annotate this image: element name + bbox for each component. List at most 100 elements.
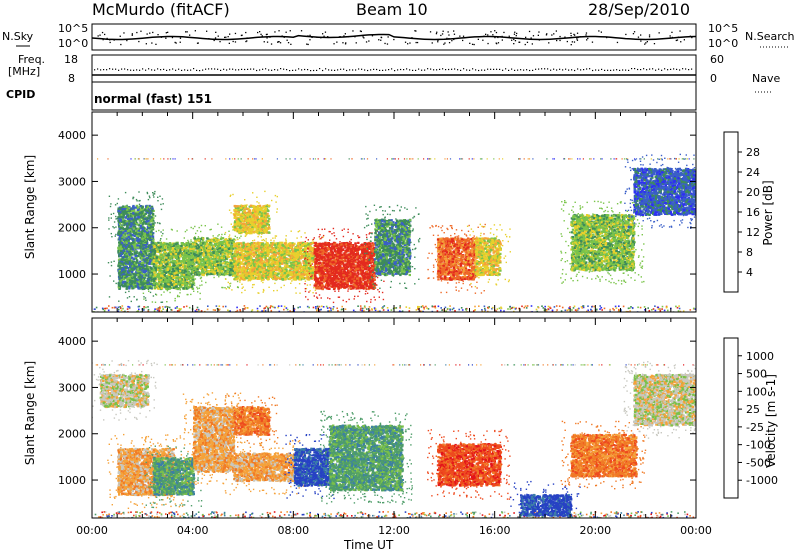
nave-point xyxy=(436,69,438,71)
echo-cell xyxy=(178,295,180,298)
echo-cell xyxy=(170,228,173,231)
echo-cell xyxy=(149,196,151,199)
echo-cell xyxy=(121,251,124,254)
echo-cell xyxy=(166,262,169,265)
echo-cell xyxy=(569,306,571,308)
echo-cell xyxy=(118,300,120,302)
echo-cell xyxy=(169,245,172,248)
echo-cell xyxy=(198,237,200,240)
nsearch-point xyxy=(485,33,487,35)
nave-point xyxy=(340,68,342,70)
echo-cell xyxy=(658,308,661,310)
echo-cell xyxy=(151,251,153,253)
echo-cell xyxy=(147,198,150,201)
echo-cell xyxy=(132,232,134,234)
echo-cell xyxy=(160,274,163,277)
echo-cell xyxy=(461,309,464,311)
nsearch-point xyxy=(516,32,518,35)
echo-cell xyxy=(148,227,150,230)
echo-cell xyxy=(155,283,157,285)
nsearch-point xyxy=(586,39,588,41)
echo-cell xyxy=(138,275,141,278)
echo-cell xyxy=(560,310,563,312)
echo-cell xyxy=(145,228,148,231)
echo-cell xyxy=(643,158,645,160)
echo-cell xyxy=(218,267,220,270)
echo-cell xyxy=(152,228,154,231)
echo-cell xyxy=(120,243,122,246)
nave-point xyxy=(208,68,210,70)
echo-cell xyxy=(666,306,668,308)
echo-cell xyxy=(143,280,146,283)
nave-point xyxy=(415,69,417,71)
echo-cell xyxy=(227,250,229,252)
echo-cell xyxy=(265,305,268,308)
echo-cell xyxy=(136,283,139,286)
echo-cell xyxy=(415,309,418,311)
echo-cell xyxy=(172,244,176,247)
echo-cell xyxy=(183,261,186,264)
echo-cell xyxy=(613,309,615,311)
echo-cell xyxy=(273,306,275,309)
echo-cell xyxy=(207,239,210,242)
echo-cell xyxy=(261,310,263,312)
echo-cell xyxy=(555,305,558,307)
echo-cell xyxy=(536,310,539,312)
nave-point xyxy=(325,68,327,70)
echo-cell xyxy=(167,253,170,256)
echo-cell xyxy=(203,257,206,260)
echo-cell xyxy=(661,308,663,310)
echo-cell xyxy=(129,264,132,267)
echo-cell xyxy=(121,208,124,211)
echo-cell xyxy=(112,212,115,215)
echo-cell xyxy=(362,307,364,310)
nsearch-point xyxy=(671,31,673,33)
echo-cell xyxy=(139,271,142,274)
echo-cell xyxy=(117,282,120,285)
echo-cell xyxy=(137,272,140,275)
echo-cell xyxy=(212,271,215,274)
echo-cell xyxy=(481,310,483,312)
echo-cell xyxy=(170,308,172,311)
nsearch-point xyxy=(287,42,290,44)
echo-cell xyxy=(190,249,194,252)
echo-cell xyxy=(128,261,131,264)
echo-cell xyxy=(210,244,213,247)
nave-point xyxy=(235,69,237,71)
echo-cell xyxy=(169,266,172,269)
echo-cell xyxy=(161,235,163,237)
echo-cell xyxy=(160,269,163,272)
nsearch-point xyxy=(515,35,517,37)
echo-cell xyxy=(128,237,132,240)
echo-cell xyxy=(179,280,182,283)
echo-cell xyxy=(217,235,219,237)
echo-cell xyxy=(269,307,271,309)
nsearch-point xyxy=(691,36,693,39)
echo-cell xyxy=(138,242,142,245)
echo-cell xyxy=(156,309,159,312)
nsearch-point xyxy=(545,34,548,36)
echo-cell xyxy=(154,256,157,259)
echo-cell xyxy=(148,249,151,253)
echo-cell xyxy=(154,308,156,310)
echo-cell xyxy=(130,279,133,283)
echo-cell xyxy=(186,255,189,258)
echo-cell xyxy=(120,234,123,237)
echo-cell xyxy=(601,158,603,160)
echo-cell xyxy=(159,222,161,225)
echo-cell xyxy=(163,158,165,160)
echo-cell xyxy=(316,309,318,312)
echo-cell xyxy=(515,307,517,310)
echo-cell xyxy=(428,158,430,160)
echo-cell xyxy=(196,257,200,260)
echo-cell xyxy=(277,306,279,309)
echo-cell xyxy=(206,237,209,240)
echo-cell xyxy=(182,243,185,246)
echo-cell xyxy=(186,286,189,288)
echo-cell xyxy=(678,158,680,160)
echo-cell xyxy=(230,273,233,276)
echo-cell xyxy=(132,222,135,225)
nsearch-point xyxy=(477,38,479,40)
nave-point xyxy=(502,69,504,71)
echo-cell xyxy=(157,241,160,244)
